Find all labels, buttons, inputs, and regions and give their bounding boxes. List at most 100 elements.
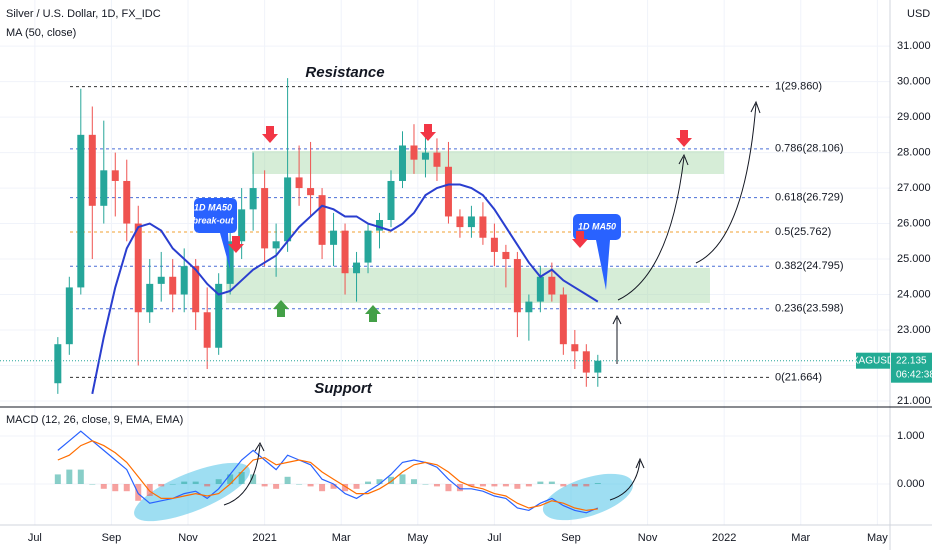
candle-body	[330, 230, 338, 245]
callout-text: 1D MA50	[578, 221, 616, 231]
arrow-head	[612, 314, 622, 325]
y-tick-label: 23.000	[897, 324, 931, 336]
histogram-bar	[100, 483, 107, 489]
fib-label: 0.786(28.106)	[775, 143, 844, 155]
x-tick-label: May	[407, 532, 428, 544]
candle-body	[594, 360, 602, 373]
fib-label: 1(29.860)	[775, 80, 822, 92]
histogram-bar	[181, 481, 188, 484]
histogram-bar	[548, 481, 555, 484]
candle-body	[169, 276, 177, 295]
candle-body	[192, 266, 200, 313]
chart-title: Silver / U.S. Dollar, 1D, FX_IDC	[6, 8, 161, 20]
candle-body	[88, 134, 96, 206]
symbol-tag	[856, 352, 890, 369]
fib-label: 0.382(24.795)	[775, 260, 844, 272]
histogram-bar	[365, 481, 372, 484]
candle-body	[376, 220, 384, 231]
candle-body	[100, 170, 108, 206]
indicator-title: MA (50, close)	[6, 27, 76, 39]
histogram-bar	[123, 483, 130, 492]
histogram-bar	[502, 483, 509, 487]
histogram-bar	[525, 483, 532, 487]
candle-body	[318, 195, 326, 245]
x-tick-label: Nov	[638, 532, 658, 544]
down-arrow	[420, 124, 436, 141]
y-tick-label: 21.000	[897, 395, 931, 407]
histogram-bar	[560, 483, 567, 487]
histogram-bar	[479, 483, 486, 487]
histogram-bar	[433, 483, 440, 487]
symbol-label: XAGUSD	[852, 355, 894, 366]
histogram-bar	[388, 476, 395, 484]
histogram-bar	[54, 474, 61, 484]
candle-body	[410, 145, 418, 160]
y-tick-label: 27.000	[897, 182, 931, 194]
up-arrow	[365, 305, 381, 322]
candle-body	[525, 301, 533, 313]
histogram-bar	[296, 483, 303, 485]
arrow-head	[635, 457, 645, 469]
down-arrow	[262, 126, 278, 143]
histogram-bar	[77, 469, 84, 484]
candle-body	[433, 152, 441, 167]
y-tick-label: 0.000	[897, 478, 925, 490]
candle-body	[261, 188, 269, 249]
histogram-bar	[238, 471, 245, 484]
candle-body	[341, 230, 349, 274]
histogram-bar	[112, 483, 119, 492]
candle-body	[307, 188, 315, 196]
candle-body	[479, 216, 487, 238]
y-tick-label: 29.000	[897, 111, 931, 123]
y-tick-label: 24.000	[897, 288, 931, 300]
currency: USD	[907, 8, 930, 20]
histogram-bar	[422, 483, 429, 485]
annotation: Support	[314, 380, 372, 397]
x-tick-label: 2021	[252, 532, 276, 544]
histogram-bar	[399, 474, 406, 484]
candle-body	[249, 188, 257, 210]
x-tick-label: 2022	[712, 532, 736, 544]
histogram-bar	[158, 483, 165, 487]
histogram-bar	[146, 483, 153, 497]
up-arrow	[273, 300, 289, 317]
candle-body	[123, 180, 131, 224]
histogram-bar	[445, 483, 452, 492]
candle-body	[490, 237, 498, 252]
y-tick-label: 1.000	[897, 430, 925, 442]
histogram-bar	[571, 483, 578, 487]
projection-arrows	[223, 100, 761, 506]
histogram-bar	[89, 483, 96, 485]
fib-label: 0(21.664)	[775, 371, 822, 383]
candle-body	[180, 266, 188, 295]
histogram-bar	[284, 476, 291, 484]
histogram-bar	[330, 483, 337, 489]
y-tick-label: 28.000	[897, 146, 931, 158]
histogram-bar	[468, 483, 475, 487]
candle-body	[536, 276, 544, 302]
histogram-bar	[491, 483, 498, 487]
candle-body	[353, 262, 361, 274]
curve-arrow	[617, 156, 685, 301]
candle-body	[387, 180, 395, 220]
ma-line	[91, 183, 599, 395]
x-tick-label: Mar	[332, 532, 351, 544]
y-tick-label: 26.000	[897, 217, 931, 229]
macd-line	[57, 440, 598, 512]
histogram-bar	[215, 479, 222, 484]
candle-body	[548, 276, 556, 295]
candle-body	[111, 170, 119, 181]
candle-body	[77, 134, 85, 288]
x-tick-label: Jul	[28, 532, 42, 544]
candle-body	[513, 259, 521, 313]
histogram-bar	[410, 479, 417, 484]
histogram-bar	[594, 483, 601, 484]
fib-label: 0.618(26.729)	[775, 192, 844, 204]
histogram-bar	[273, 483, 280, 489]
indicator-title: MACD (12, 26, close, 9, EMA, EMA)	[6, 414, 183, 426]
price-tag	[891, 352, 932, 383]
candle-body	[65, 287, 73, 345]
histogram-bar	[204, 483, 211, 487]
